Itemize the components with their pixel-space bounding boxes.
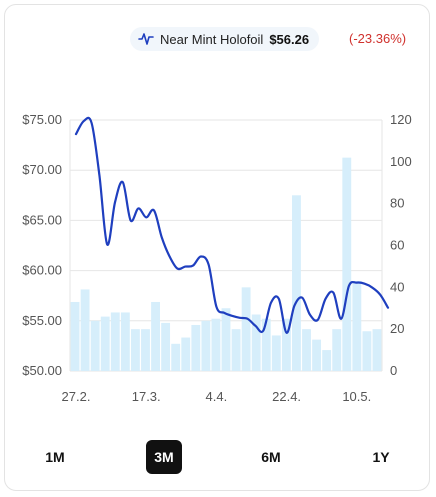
volume-bar [141,329,150,371]
y-left-tick-label: $65.00 [22,212,62,227]
range-3m-button[interactable]: 3M [146,440,182,474]
range-6m-button[interactable]: 6M [261,449,281,465]
volume-bar [90,320,100,371]
volume-bar [80,289,90,371]
volume-bar [251,314,261,371]
y-right-tick-label: 80 [390,196,404,211]
x-tick-label: 10.5. [342,389,371,404]
y-left-tick-label: $55.00 [22,313,62,328]
volume-bar [352,281,362,371]
x-tick-label: 22.4. [272,389,301,404]
volume-bar [271,335,281,371]
line-chart-icon [138,33,154,45]
volume-bars [70,157,382,371]
series-name: Near Mint Holofoil [160,31,264,47]
y-left-tick-label: $60.00 [22,263,62,278]
series-legend[interactable]: Near Mint Holofoil $56.26 [130,27,320,51]
volume-bar [312,339,322,371]
x-axis: 27.2. 17.3. 4.4. 22.4. 10.5. [62,389,372,404]
volume-bar [342,157,352,371]
volume-bar [70,301,80,371]
volume-bar [372,329,382,371]
price-line [74,116,390,334]
y-right-tick-label: 20 [390,321,404,336]
chart-card [4,4,430,491]
y-left-tick-label: $75.00 [22,112,62,127]
x-tick-label: 4.4. [206,389,228,404]
volume-bar [231,329,241,371]
y-left-tick-label: $50.00 [22,363,62,378]
y-left-tick-label: $70.00 [22,162,62,177]
current-price: $56.26 [269,31,310,47]
volume-bar [362,331,372,371]
price-change: (-23.36%) [349,31,407,46]
volume-bar [281,318,291,371]
y-right-tick-label: 40 [390,279,404,294]
x-tick-label: 27.2. [62,389,91,404]
volume-bar [211,318,221,371]
volume-bar [130,329,140,371]
volume-bar [100,316,110,371]
volume-bar [191,324,201,371]
volume-bar [292,195,301,371]
range-selector: 1M 3M 6M 1Y [0,440,436,474]
y-right-tick-label: 0 [390,363,397,378]
volume-bar [181,337,191,371]
x-tick-label: 17.3. [132,389,161,404]
y-right-tick-label: 120 [390,112,412,127]
y-axis-right: 120 100 80 60 40 20 0 [390,112,412,378]
price-chart: $75.00 $70.00 $65.00 $60.00 $55.00 $50.00 120… [22,112,412,404]
y-axis-left: $75.00 $70.00 $65.00 $60.00 $55.00 $50.00 [22,112,62,378]
volume-bar [171,343,181,371]
volume-bar [201,320,211,371]
volume-bar [322,350,332,371]
volume-bar [261,318,271,371]
range-1m-button[interactable]: 1M [45,449,65,465]
volume-bar [332,329,342,371]
y-right-tick-label: 100 [390,154,412,169]
volume-bar [151,301,160,371]
volume-bar [110,312,120,371]
y-right-tick-label: 60 [390,238,404,253]
volume-bar [161,322,171,371]
price-series-line [74,116,390,334]
volume-bar [302,329,311,371]
volume-bar [120,312,130,371]
volume-bar [221,308,231,371]
volume-bar [241,287,251,371]
range-1y-button[interactable]: 1Y [372,449,390,465]
